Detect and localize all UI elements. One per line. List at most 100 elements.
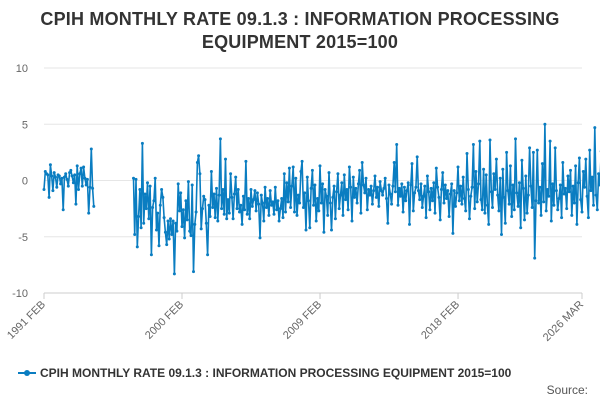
data-point[interactable] bbox=[199, 227, 203, 231]
data-point[interactable] bbox=[402, 185, 406, 189]
data-point[interactable] bbox=[462, 197, 466, 200]
data-point[interactable] bbox=[544, 209, 548, 213]
data-point[interactable] bbox=[80, 184, 84, 188]
data-point[interactable] bbox=[519, 226, 523, 230]
data-point[interactable] bbox=[547, 194, 551, 198]
data-point[interactable] bbox=[273, 185, 277, 189]
data-point[interactable] bbox=[345, 188, 349, 191]
data-point[interactable] bbox=[438, 218, 442, 222]
data-point[interactable] bbox=[323, 188, 327, 191]
data-point[interactable] bbox=[188, 229, 192, 233]
data-point[interactable] bbox=[254, 209, 258, 213]
data-point[interactable] bbox=[395, 143, 399, 146]
data-point[interactable] bbox=[50, 174, 54, 178]
data-point[interactable] bbox=[349, 185, 353, 189]
data-point[interactable] bbox=[575, 222, 579, 226]
data-point[interactable] bbox=[224, 157, 227, 161]
data-point[interactable] bbox=[303, 191, 307, 195]
data-point[interactable] bbox=[286, 200, 290, 204]
data-point[interactable] bbox=[175, 229, 179, 233]
data-point[interactable] bbox=[374, 195, 378, 199]
data-point[interactable] bbox=[491, 206, 494, 209]
data-point[interactable] bbox=[77, 188, 80, 191]
data-point[interactable] bbox=[60, 176, 64, 180]
data-point[interactable] bbox=[69, 168, 73, 172]
data-point[interactable] bbox=[268, 189, 272, 193]
data-point[interactable] bbox=[232, 192, 236, 196]
data-point[interactable] bbox=[305, 175, 309, 179]
data-point[interactable] bbox=[134, 177, 138, 181]
data-point[interactable] bbox=[266, 197, 270, 200]
data-point[interactable] bbox=[194, 210, 198, 214]
data-point[interactable] bbox=[485, 203, 489, 207]
data-point[interactable] bbox=[83, 176, 87, 180]
data-point[interactable] bbox=[365, 208, 369, 212]
data-point[interactable] bbox=[369, 184, 373, 188]
data-point[interactable] bbox=[240, 222, 244, 226]
data-point[interactable] bbox=[137, 215, 141, 218]
data-point[interactable] bbox=[445, 197, 448, 200]
data-point[interactable] bbox=[475, 200, 479, 204]
data-point[interactable] bbox=[542, 200, 546, 204]
data-point[interactable] bbox=[294, 176, 298, 180]
data-point[interactable] bbox=[446, 189, 450, 193]
data-point[interactable] bbox=[43, 170, 47, 173]
data-point[interactable] bbox=[192, 270, 195, 274]
data-point[interactable] bbox=[87, 211, 91, 215]
data-point[interactable] bbox=[451, 231, 455, 235]
data-point[interactable] bbox=[537, 201, 541, 205]
data-point[interactable] bbox=[434, 166, 438, 170]
data-point[interactable] bbox=[51, 189, 55, 193]
data-point[interactable] bbox=[372, 189, 376, 193]
data-point[interactable] bbox=[355, 201, 359, 205]
data-point[interactable] bbox=[277, 219, 281, 223]
data-point[interactable] bbox=[428, 208, 432, 212]
data-point[interactable] bbox=[538, 185, 542, 189]
data-point[interactable] bbox=[291, 165, 295, 169]
data-point[interactable] bbox=[147, 217, 151, 221]
data-point[interactable] bbox=[567, 190, 571, 194]
data-point[interactable] bbox=[221, 188, 225, 191]
data-point[interactable] bbox=[248, 217, 252, 221]
data-point[interactable] bbox=[390, 202, 394, 206]
data-point[interactable] bbox=[264, 206, 268, 209]
data-point[interactable] bbox=[327, 171, 331, 175]
data-point[interactable] bbox=[318, 164, 322, 168]
data-point[interactable] bbox=[207, 203, 211, 207]
data-point[interactable] bbox=[48, 163, 52, 167]
data-point[interactable] bbox=[503, 221, 507, 225]
data-point[interactable] bbox=[92, 204, 96, 208]
data-point[interactable] bbox=[590, 175, 594, 179]
data-point[interactable] bbox=[231, 217, 235, 221]
data-point[interactable] bbox=[216, 219, 220, 223]
data-point[interactable] bbox=[296, 193, 300, 197]
data-point[interactable] bbox=[393, 190, 397, 194]
data-point[interactable] bbox=[505, 150, 509, 154]
data-point[interactable] bbox=[285, 181, 289, 185]
data-point[interactable] bbox=[494, 157, 498, 161]
data-point[interactable] bbox=[213, 216, 217, 220]
data-point[interactable] bbox=[408, 222, 411, 226]
data-point[interactable] bbox=[427, 190, 431, 194]
data-point[interactable] bbox=[156, 211, 160, 215]
data-point[interactable] bbox=[549, 219, 553, 223]
data-point[interactable] bbox=[222, 212, 226, 216]
data-point[interactable] bbox=[321, 182, 325, 186]
data-point[interactable] bbox=[385, 197, 388, 200]
data-point[interactable] bbox=[484, 173, 488, 177]
data-point[interactable] bbox=[470, 185, 474, 189]
data-point[interactable] bbox=[530, 206, 534, 209]
data-point[interactable] bbox=[526, 193, 530, 197]
data-point[interactable] bbox=[88, 185, 92, 189]
data-point[interactable] bbox=[483, 211, 487, 215]
data-point[interactable] bbox=[405, 189, 409, 193]
data-point[interactable] bbox=[423, 184, 427, 188]
data-point[interactable] bbox=[340, 181, 344, 185]
data-point[interactable] bbox=[400, 182, 404, 186]
data-point[interactable] bbox=[295, 213, 299, 217]
data-point[interactable] bbox=[414, 185, 418, 189]
data-point[interactable] bbox=[71, 181, 75, 185]
data-point[interactable] bbox=[584, 157, 588, 161]
data-point[interactable] bbox=[368, 193, 372, 197]
data-point[interactable] bbox=[377, 204, 381, 208]
